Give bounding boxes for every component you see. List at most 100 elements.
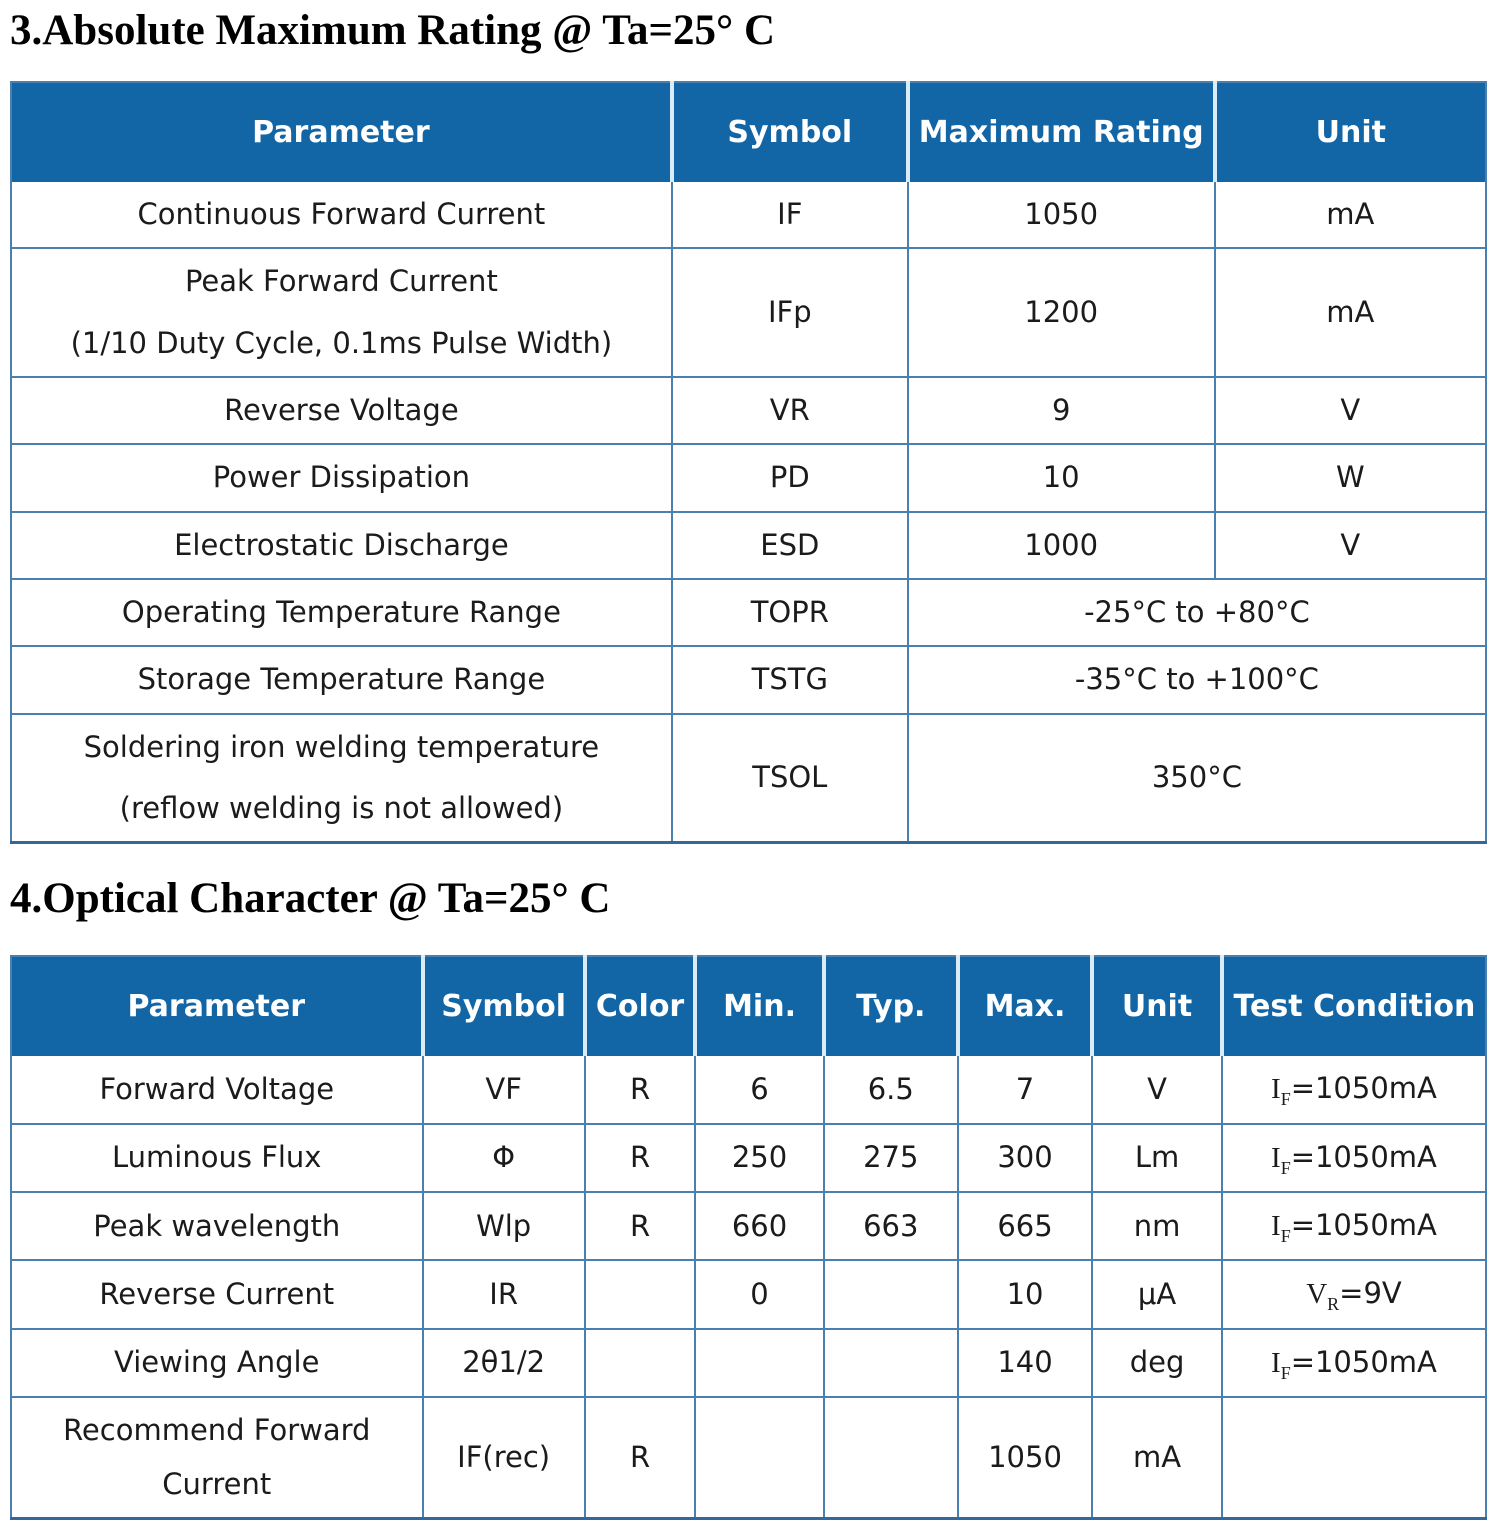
table-cell: Soldering iron welding temperature (reflo… — [10, 712, 673, 844]
table-cell: μA — [1091, 1259, 1223, 1330]
table-cell: V — [1213, 376, 1488, 446]
table-cell — [822, 1396, 959, 1520]
table-cell: Electrostatic Discharge — [10, 510, 673, 581]
table-cell: ESD — [670, 510, 909, 581]
table-cell: mA — [1213, 247, 1488, 379]
table-row: Luminous Flux Φ R 250 275 300 Lm IF=1050mA — [10, 1122, 1488, 1194]
table-cell: W — [1213, 443, 1488, 513]
table-cell: 10 — [906, 443, 1216, 513]
table-cell: V — [1213, 510, 1488, 581]
table-row: Soldering iron welding temperature (reflo… — [10, 712, 1488, 844]
column-header-color: Color — [582, 956, 696, 1057]
table-cell: IF — [670, 182, 909, 250]
table-cell: mA — [1213, 182, 1488, 250]
table-cell: Luminous Flux — [10, 1122, 424, 1194]
table-cell: 275 — [822, 1122, 959, 1194]
table-row: Continuous Forward Current IF 1050 mA — [10, 182, 1488, 250]
table-cell: 663 — [822, 1191, 959, 1262]
table-cell: 1050 — [906, 182, 1216, 250]
table-cell: IF=1050mA — [1220, 1122, 1488, 1194]
table-cell: 350°C — [906, 712, 1488, 844]
optical-character-tbody: Forward Voltage VF R 6 6.5 7 V IF=1050mA Luminou… — [10, 1056, 1488, 1520]
table-cell: R — [583, 1396, 697, 1520]
table-cell: R — [583, 1056, 697, 1125]
table-cell: -25°C to +80°C — [906, 578, 1488, 648]
table-cell: 140 — [956, 1327, 1094, 1399]
table-cell: 1200 — [906, 247, 1216, 379]
table-cell — [1220, 1396, 1488, 1520]
table-row: Reverse Current IR 0 10 μA VR=9V — [10, 1259, 1488, 1330]
section-4-title: 4.Optical Character @ Ta=25° C — [10, 875, 611, 923]
table-cell: Reverse Voltage — [10, 376, 673, 446]
table-row: Recommend Forward Current IF(rec) R 1050 mA — [10, 1396, 1488, 1520]
table-cell: Operating Temperature Range — [10, 578, 673, 648]
table-header-row: Parameter Symbol Color Min. Typ. Max. Un… — [11, 956, 1486, 1057]
table-cell: Lm — [1091, 1122, 1223, 1194]
absolute-maximum-rating-table: Parameter Symbol Maximum Rating Unit Con… — [10, 81, 1488, 845]
table-cell: R — [583, 1122, 697, 1194]
table-cell: 665 — [956, 1191, 1094, 1262]
table-cell: Recommend Forward Current — [10, 1396, 424, 1520]
table-cell: 7 — [956, 1056, 1094, 1125]
table-cell: IFp — [670, 247, 909, 379]
table-row: Storage Temperature Range TSTG -35°C to +1… — [10, 645, 1488, 715]
table-header-row: Parameter Symbol Maximum Rating Unit — [11, 82, 1486, 182]
table-row: Operating Temperature Range TOPR -25°C to … — [10, 578, 1488, 648]
table-cell: Wlp — [421, 1191, 586, 1262]
table-cell — [822, 1259, 959, 1330]
table-cell: TSOL — [670, 712, 909, 844]
table-cell: IF(rec) — [421, 1396, 586, 1520]
table-cell: Viewing Angle — [10, 1327, 424, 1399]
table-cell: Continuous Forward Current — [10, 182, 673, 250]
table-cell: Power Dissipation — [10, 443, 673, 513]
table-cell: IF=1050mA — [1220, 1327, 1488, 1399]
table-cell: deg — [1091, 1327, 1223, 1399]
table-cell: Storage Temperature Range — [10, 645, 673, 715]
table-cell: IF=1050mA — [1220, 1056, 1488, 1125]
table-cell: 2θ1/2 — [421, 1327, 586, 1399]
table-cell: Peak Forward Current (1/10 Duty Cycle, 0.… — [10, 247, 673, 379]
column-header-typ: Typ. — [821, 956, 958, 1057]
table-cell: TSTG — [670, 645, 909, 715]
section-3-title: 3.Absolute Maximum Rating @ Ta=25° C — [10, 7, 775, 54]
table-cell: VR=9V — [1220, 1259, 1488, 1330]
table-cell — [583, 1327, 697, 1399]
table-cell: R — [583, 1191, 697, 1262]
table-row: Reverse Voltage VR 9 V — [10, 376, 1488, 446]
column-header-parameter: Parameter — [11, 956, 423, 1057]
table-row: Peak wavelength Wlp R 660 663 665 nm IF=1050mA — [10, 1191, 1488, 1262]
table-row: Viewing Angle 2θ1/2 140 deg IF=1050mA — [10, 1327, 1488, 1399]
column-header-maximum-rating: Maximum Rating — [905, 82, 1215, 182]
table-cell: 300 — [956, 1122, 1094, 1194]
table-cell: Forward Voltage — [10, 1056, 424, 1125]
absolute-maximum-rating-tbody: Continuous Forward Current IF 1050 mA Peak F… — [10, 182, 1488, 844]
column-header-unit: Unit — [1090, 956, 1222, 1057]
table-cell: 9 — [906, 376, 1216, 446]
table-cell: VF — [421, 1056, 586, 1125]
column-header-max: Max. — [955, 956, 1093, 1057]
column-header-test-condition: Test Condition — [1219, 956, 1486, 1057]
table-cell — [583, 1259, 697, 1330]
table-cell: 10 — [956, 1259, 1094, 1330]
table-cell: IR — [421, 1259, 586, 1330]
table-cell: Φ — [421, 1122, 586, 1194]
table-cell: nm — [1091, 1191, 1223, 1262]
table-cell — [822, 1327, 959, 1399]
table-cell: mA — [1091, 1396, 1223, 1520]
table-cell — [694, 1396, 825, 1520]
optical-character-table: Parameter Symbol Color Min. Typ. Max. Un… — [10, 955, 1488, 1520]
column-header-parameter: Parameter — [11, 82, 672, 182]
table-cell: VR — [670, 376, 909, 446]
table-cell — [694, 1327, 825, 1399]
column-header-unit: Unit — [1212, 82, 1486, 182]
table-row: Peak Forward Current (1/10 Duty Cycle, 0.… — [10, 247, 1488, 379]
table-cell: 1000 — [906, 510, 1216, 581]
table-cell: IF=1050mA — [1220, 1191, 1488, 1262]
table-cell: Reverse Current — [10, 1259, 424, 1330]
table-cell: -35°C to +100°C — [906, 645, 1488, 715]
table-cell: V — [1091, 1056, 1223, 1125]
table-cell: 0 — [694, 1259, 825, 1330]
table-cell: Peak wavelength — [10, 1191, 424, 1262]
column-header-min: Min. — [693, 956, 824, 1057]
